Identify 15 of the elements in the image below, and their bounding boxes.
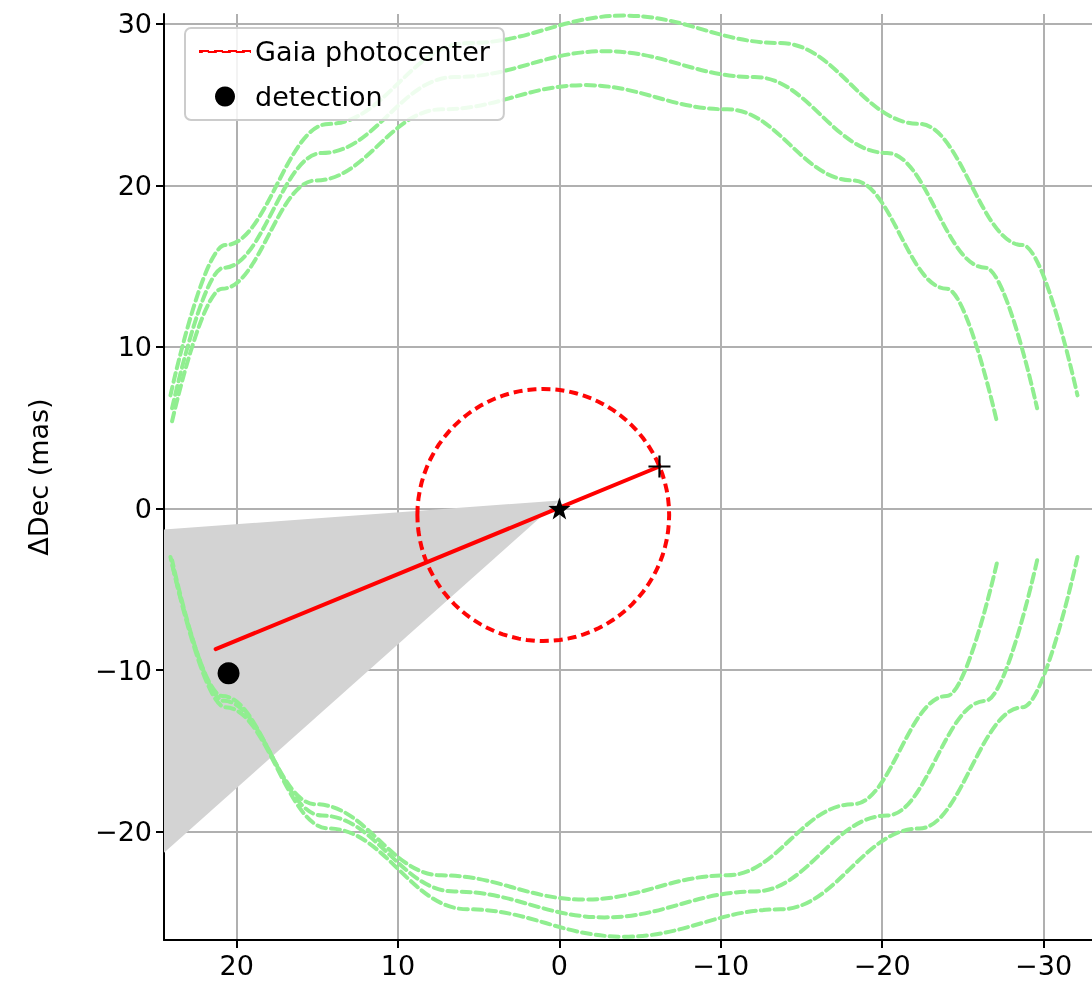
y-tick-label: 30 bbox=[117, 8, 152, 40]
x-tick-label: 20 bbox=[219, 950, 254, 981]
y-axis-title: ΔDec (mas) bbox=[23, 398, 54, 556]
y-tick-label: 10 bbox=[117, 331, 152, 363]
x-tick-label: 10 bbox=[380, 950, 416, 981]
x-tick-label: −10 bbox=[692, 950, 750, 981]
legend-label: Gaia photocenter bbox=[255, 36, 491, 67]
x-tick-label: −20 bbox=[853, 950, 911, 981]
y-tick-label: 20 bbox=[117, 169, 152, 201]
y-tick-label: −10 bbox=[95, 654, 152, 686]
y-tick-label: −20 bbox=[95, 816, 152, 848]
legend-label: detection bbox=[255, 81, 383, 112]
y-tick-label: 0 bbox=[134, 493, 152, 525]
x-tick-label: −30 bbox=[1015, 950, 1073, 981]
x-tick-label: 0 bbox=[550, 950, 568, 981]
